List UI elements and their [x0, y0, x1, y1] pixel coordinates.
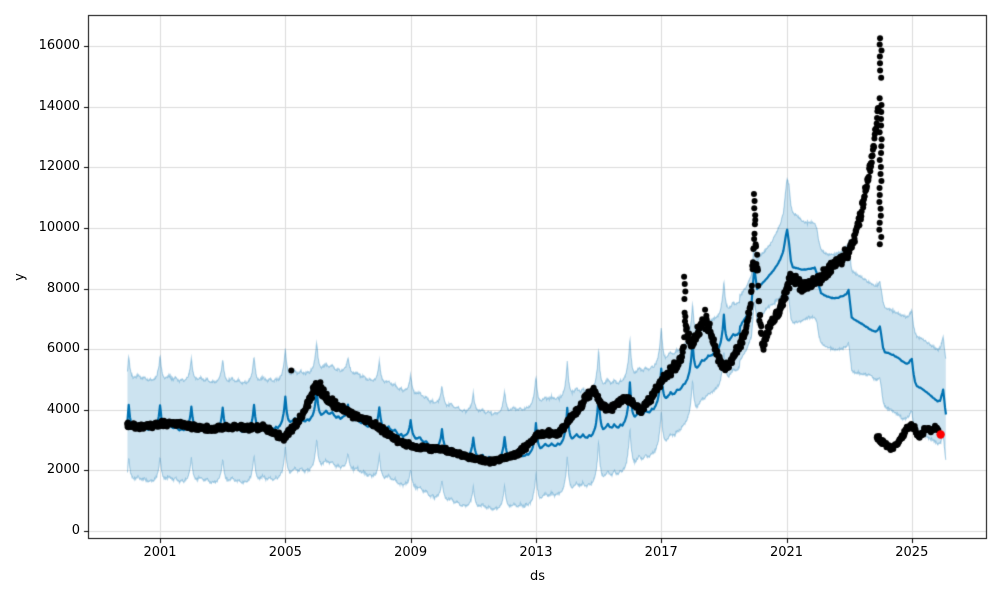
x-tick-label: 2009 — [394, 545, 428, 560]
x-tick-label: 2001 — [143, 545, 177, 560]
y-tick-label: 12000 — [38, 159, 80, 175]
x-tick-label: 2021 — [769, 545, 804, 560]
x-tick-label: 2025 — [895, 545, 929, 560]
x-tick-label: 2017 — [644, 545, 678, 560]
x-axis-label: ds — [529, 569, 546, 584]
x-tick-label: 2013 — [519, 545, 553, 560]
y-tick-label: 14000 — [38, 98, 80, 114]
y-tick-label: 0 — [71, 522, 80, 538]
y-tick-label: 6000 — [46, 341, 80, 357]
y-tick-label: 10000 — [38, 219, 80, 235]
y-tick-label: 8000 — [46, 280, 80, 296]
y-axis-label: y — [12, 273, 28, 281]
y-tick-label: 16000 — [38, 38, 80, 54]
y-tick-label: 2000 — [46, 462, 80, 478]
x-tick-label: 2005 — [268, 545, 302, 560]
y-tick-label: 4000 — [46, 401, 80, 417]
